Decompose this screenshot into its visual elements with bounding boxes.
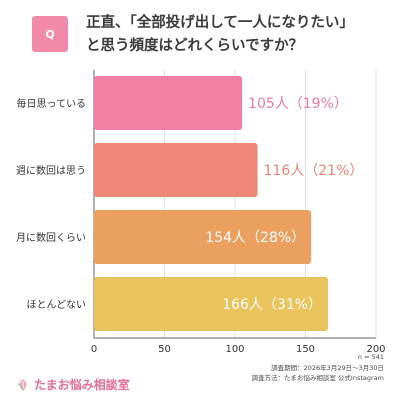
brand-name: たまお悩み相談室	[34, 378, 130, 392]
question-title: 正直、「全部投げ出して一人になりたい」 と思う頻度はどれくらいですか？	[86, 12, 386, 58]
survey-meta: n = 541 調査期間：2026年3月29日～3月30日 調査方法：たまお悩み…	[252, 352, 384, 384]
x-tick-label: 200	[366, 344, 385, 355]
question-title-line1: 正直、「全部投げ出して一人になりたい」	[86, 15, 354, 31]
data-label: 166人（31%）	[222, 297, 322, 313]
category-label: 毎日思っている	[17, 97, 87, 110]
question-title-line2: と思う頻度はどれくらいですか？	[86, 38, 304, 54]
category-label: ほとんどない	[27, 299, 87, 311]
bar	[94, 143, 258, 197]
survey-method: 調査方法：たまお悩み相談室 公式Instagram	[251, 374, 384, 382]
x-tick-label: 150	[296, 344, 315, 355]
survey-period: 調査期間：2026年3月29日～3月30日	[271, 363, 384, 372]
category-label: 週に数回は思う	[16, 164, 86, 177]
data-label: 116人（21%）	[264, 163, 364, 179]
bar	[94, 210, 312, 264]
brand-logo: たまお悩み相談室	[16, 376, 130, 393]
leaf-icon	[17, 378, 27, 391]
category-label: 月に数回くらい	[16, 231, 86, 244]
data-label: 105人（19%）	[248, 96, 348, 112]
bar	[94, 76, 243, 130]
bar-chart: 0 50 100 150 200 毎日思っている 105人（19%） 週に数回は思う 116人（…	[16, 70, 386, 355]
x-tick-label: 100	[225, 344, 244, 355]
data-label: 154人（28%）	[205, 230, 305, 246]
question-badge: Q	[32, 16, 68, 52]
x-tick-label: 0	[91, 344, 97, 355]
x-tick-label: 50	[158, 344, 171, 355]
sample-size: n = 541	[357, 353, 384, 361]
bar	[94, 277, 329, 331]
